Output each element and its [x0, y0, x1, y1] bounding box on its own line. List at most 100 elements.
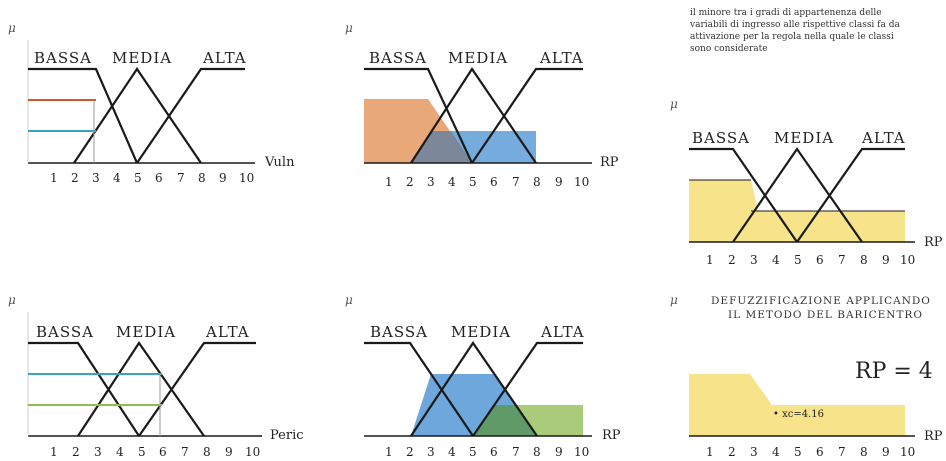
tick-9: 9 [225, 445, 233, 459]
tick-6: 6 [816, 253, 824, 267]
tick-5: 5 [138, 445, 146, 459]
mu-label: μ [8, 293, 16, 307]
mf-media [410, 67, 537, 164]
label-media: MEDIA [774, 129, 834, 147]
label-media: MEDIA [112, 49, 172, 67]
tick-10: 10 [239, 171, 254, 185]
tick-labels: 1 2 3 4 5 6 7 8 9 10 [706, 445, 915, 459]
label-alta: ALTA [205, 323, 250, 341]
tick-6: 6 [490, 175, 498, 189]
tick-7: 7 [838, 253, 846, 267]
axis-label: RP [602, 428, 621, 443]
tick-10: 10 [900, 253, 915, 267]
tick-1: 1 [706, 253, 714, 267]
tick-labels: 1 2 3 4 5 6 7 8 9 10 [50, 445, 260, 459]
tick-2: 2 [728, 445, 736, 459]
rule-note: il minore tra i gradi di appartenenza de… [689, 8, 900, 54]
tick-8: 8 [860, 445, 868, 459]
tick-1: 1 [385, 175, 393, 189]
note-line-1: il minore tra i gradi di appartenenza de… [690, 8, 882, 18]
mf-bassa [28, 67, 139, 164]
tick-8: 8 [198, 171, 206, 185]
tick-1: 1 [385, 445, 393, 459]
centroid-label: • xc=4.16 [773, 409, 824, 420]
panel-vuln: μ BASSA MEDIA ALTA Vuln 1 2 3 4 5 6 7 8 … [8, 21, 295, 185]
tick-3: 3 [750, 253, 758, 267]
tick-labels: 1 2 3 4 5 6 7 8 9 10 [385, 175, 589, 189]
tick-8: 8 [533, 445, 541, 459]
tick-4: 4 [772, 253, 780, 267]
tick-9: 9 [555, 445, 563, 459]
tick-1: 1 [706, 445, 714, 459]
note-line-3: attivazione per la regola nella quale le… [690, 32, 894, 42]
mf-media [410, 341, 538, 437]
mf-alta [471, 67, 583, 164]
label-alta: ALTA [202, 49, 247, 67]
tick-2: 2 [72, 445, 80, 459]
axis-label: RP [924, 235, 943, 250]
tick-4: 4 [448, 445, 456, 459]
axis-label: Peric [270, 428, 304, 443]
fill-overlap [411, 131, 472, 163]
tick-10: 10 [574, 175, 589, 189]
tick-5: 5 [469, 445, 477, 459]
axis-label: RP [600, 155, 619, 170]
tick-3: 3 [427, 445, 435, 459]
tick-labels: 1 2 3 4 5 6 7 8 9 10 [385, 445, 589, 459]
label-alta: ALTA [861, 129, 906, 147]
tick-10: 10 [245, 445, 260, 459]
tick-8: 8 [203, 445, 211, 459]
mf-alta [472, 341, 583, 437]
tick-7: 7 [512, 175, 520, 189]
label-bassa: BASSA [369, 49, 427, 67]
tick-9: 9 [882, 445, 890, 459]
panel-rp-bottom: μ BASSA MEDIA ALTA RP 1 2 3 4 5 6 7 8 9 … [345, 293, 621, 459]
label-media: MEDIA [116, 323, 176, 341]
tick-3: 3 [750, 445, 758, 459]
label-bassa: BASSA [34, 49, 92, 67]
tick-4: 4 [448, 175, 456, 189]
tick-1: 1 [50, 171, 58, 185]
tick-6: 6 [155, 171, 163, 185]
tick-5: 5 [134, 171, 142, 185]
mu-label: μ [8, 21, 16, 35]
tick-labels: 1 2 3 4 5 6 7 8 9 10 [706, 253, 915, 267]
note-line-4: sono considerate [690, 44, 768, 54]
axis-label: Vuln [264, 155, 295, 170]
mf-bassa [364, 341, 474, 437]
tick-3: 3 [92, 171, 100, 185]
tick-4: 4 [772, 445, 780, 459]
tick-10: 10 [900, 445, 915, 459]
mf-alta [136, 67, 245, 164]
mu-label: μ [670, 97, 678, 111]
mf-bassa [364, 67, 473, 164]
tick-6: 6 [490, 445, 498, 459]
tick-7: 7 [512, 445, 520, 459]
tick-8: 8 [860, 253, 868, 267]
label-bassa: BASSA [370, 323, 428, 341]
tick-6: 6 [159, 445, 167, 459]
tick-2: 2 [728, 253, 736, 267]
panel-defuzzification: μ DEFUZZIFICAZIONE APPLICANDO IL METODO … [670, 293, 943, 459]
tick-9: 9 [219, 171, 227, 185]
tick-6: 6 [816, 445, 824, 459]
panel-peric: μ BASSA MEDIA ALTA Peric 1 2 3 4 5 6 7 8… [8, 293, 304, 459]
tick-3: 3 [94, 445, 102, 459]
tick-5: 5 [469, 175, 477, 189]
mf-bassa [28, 341, 140, 437]
tick-4: 4 [113, 171, 121, 185]
mu-label: μ [345, 21, 353, 35]
mf-alta [138, 341, 256, 437]
tick-9: 9 [555, 175, 563, 189]
mf-media [77, 341, 205, 437]
fill-aggregate [689, 374, 905, 436]
tick-5: 5 [794, 445, 802, 459]
panel-rp-aggregate: μ BASSA MEDIA ALTA RP 1 2 3 4 5 6 7 8 9 … [670, 97, 943, 267]
tick-labels: 1 2 3 4 5 6 7 8 9 10 [50, 171, 254, 185]
tick-9: 9 [882, 253, 890, 267]
tick-10: 10 [574, 445, 589, 459]
label-bassa: BASSA [36, 323, 94, 341]
defuzz-title-line-1: DEFUZZIFICAZIONE APPLICANDO [711, 295, 931, 307]
tick-7: 7 [838, 445, 846, 459]
